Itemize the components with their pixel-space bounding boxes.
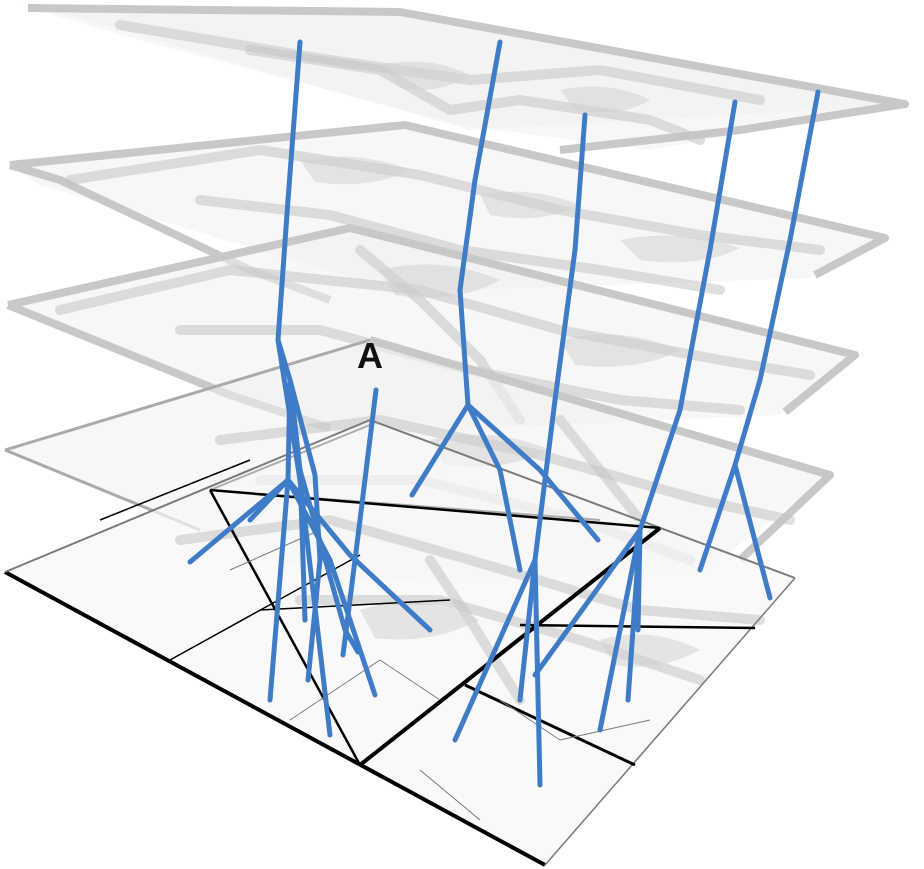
annotation-label-a: A xyxy=(357,335,383,376)
root-4 xyxy=(532,99,738,733)
layer-base xyxy=(4,419,796,867)
root-3 xyxy=(452,112,588,788)
root-A xyxy=(340,387,379,658)
root-systems xyxy=(187,39,821,788)
root-2 xyxy=(409,39,601,573)
layer-top xyxy=(20,4,910,154)
root-1 xyxy=(187,39,433,738)
root-5 xyxy=(697,89,821,601)
